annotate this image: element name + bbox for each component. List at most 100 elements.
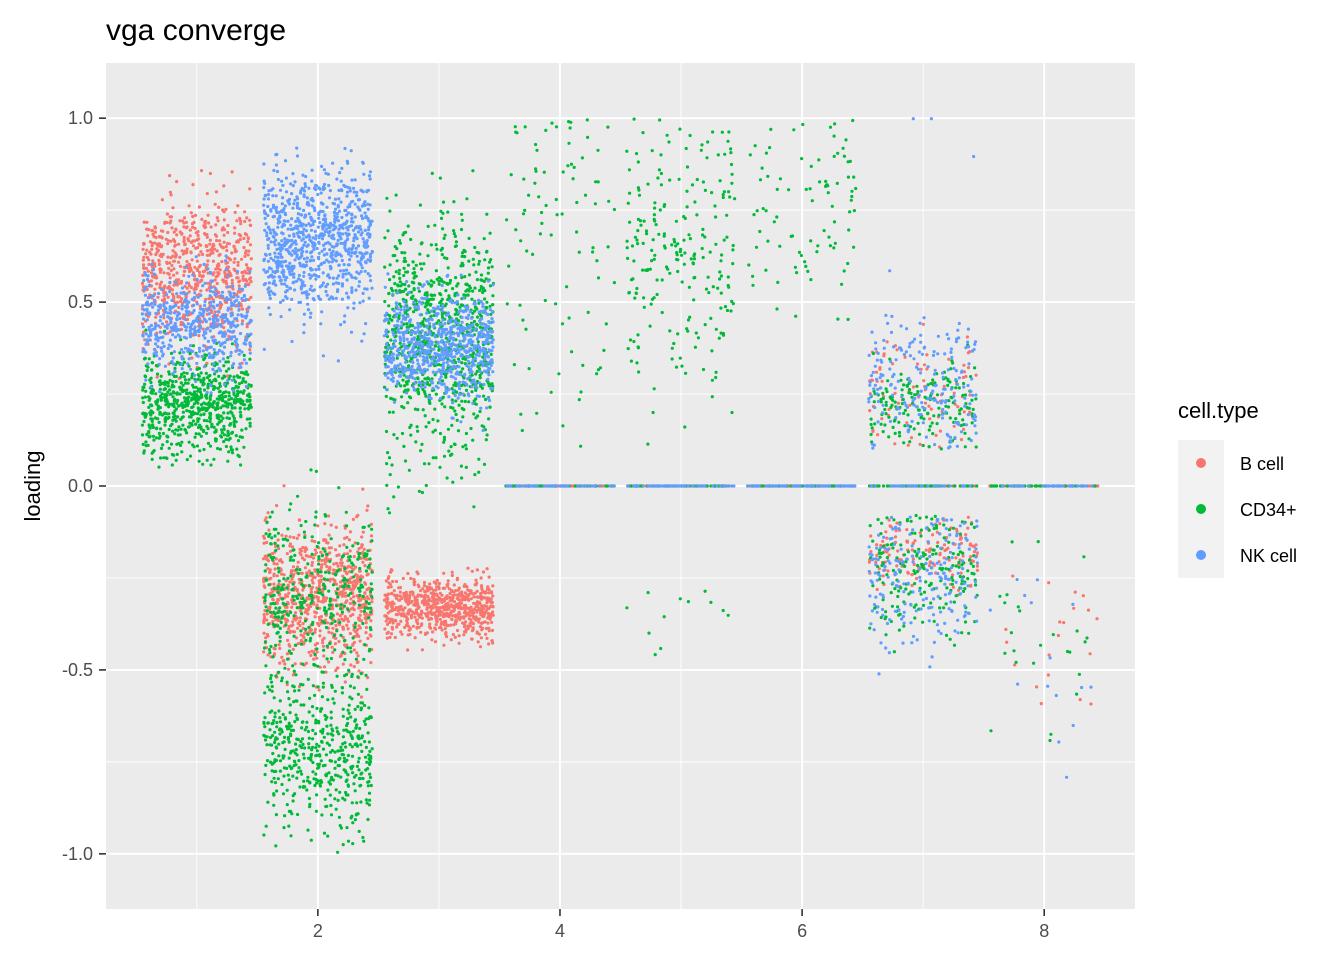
data-point <box>281 754 285 758</box>
data-point <box>197 417 201 421</box>
data-point <box>952 424 956 428</box>
data-point <box>274 736 278 740</box>
data-point <box>276 624 280 628</box>
data-point <box>267 528 271 532</box>
data-point <box>185 396 190 401</box>
data-point <box>289 834 293 838</box>
data-point <box>453 604 457 608</box>
data-point <box>155 250 159 254</box>
data-point <box>275 720 279 725</box>
data-point <box>454 622 458 626</box>
data-point <box>881 574 885 578</box>
data-point <box>337 553 341 557</box>
data-point <box>483 620 487 624</box>
data-point <box>246 253 250 257</box>
data-point <box>220 227 224 231</box>
data-point <box>165 212 169 216</box>
data-point <box>453 409 457 413</box>
data-point <box>341 843 345 847</box>
data-point <box>471 628 475 632</box>
data-point <box>388 278 392 282</box>
data-point <box>386 630 390 635</box>
data-point <box>276 538 280 542</box>
data-point <box>229 274 233 278</box>
data-point <box>462 625 467 629</box>
data-point <box>938 429 943 433</box>
data-point <box>445 635 449 639</box>
data-point <box>921 322 925 326</box>
data-point <box>187 284 192 288</box>
data-point <box>311 556 315 560</box>
data-point <box>163 398 167 402</box>
data-point <box>351 544 355 548</box>
data-point <box>226 459 230 463</box>
data-point <box>489 590 494 594</box>
data-point <box>172 294 176 299</box>
data-point <box>477 620 481 624</box>
data-point <box>397 586 401 590</box>
data-point <box>263 585 267 590</box>
data-point <box>299 638 303 643</box>
data-point <box>476 414 480 418</box>
data-point <box>395 625 399 629</box>
data-point <box>325 552 329 557</box>
data-point <box>460 594 464 598</box>
data-point <box>366 636 370 641</box>
data-point <box>431 456 435 460</box>
data-point <box>466 566 470 570</box>
data-point <box>489 352 493 356</box>
data-point <box>293 720 297 724</box>
data-point <box>323 549 327 553</box>
data-point <box>183 381 188 385</box>
data-point <box>272 696 276 700</box>
data-point <box>150 228 155 233</box>
data-point <box>310 560 314 565</box>
data-point <box>434 623 438 627</box>
data-point <box>173 366 177 370</box>
data-point <box>895 564 899 568</box>
data-point <box>244 271 249 275</box>
data-point <box>455 628 460 633</box>
data-point <box>292 669 296 673</box>
data-point <box>322 608 326 612</box>
data-point <box>287 740 291 744</box>
data-point <box>193 226 197 230</box>
data-point <box>383 265 387 269</box>
data-point <box>466 624 470 628</box>
data-point <box>222 390 226 395</box>
data-point <box>295 589 299 593</box>
data-point <box>333 572 337 576</box>
data-point <box>359 743 363 747</box>
data-point <box>358 726 362 731</box>
data-point <box>350 735 354 739</box>
data-point <box>366 731 370 735</box>
data-point <box>479 273 484 277</box>
data-point <box>215 281 219 286</box>
data-point <box>406 648 410 652</box>
data-point <box>367 602 371 606</box>
data-point <box>177 425 181 429</box>
data-point <box>185 409 189 413</box>
data-point <box>289 502 293 506</box>
data-point <box>216 219 220 223</box>
data-point <box>280 679 284 683</box>
data-point <box>475 589 479 593</box>
data-point <box>178 230 182 234</box>
data-point <box>486 599 490 603</box>
data-point <box>394 619 398 623</box>
data-point <box>273 781 278 785</box>
data-point <box>235 276 239 280</box>
data-point <box>482 462 487 466</box>
data-point <box>484 596 488 600</box>
data-point <box>271 601 275 606</box>
data-point <box>166 435 170 439</box>
data-point <box>340 610 344 614</box>
data-point <box>280 610 284 614</box>
data-point <box>239 257 244 261</box>
data-point <box>240 307 245 311</box>
data-point <box>368 557 372 561</box>
data-point <box>155 282 159 286</box>
data-point <box>301 683 305 687</box>
data-point <box>878 367 882 371</box>
data-point <box>293 553 297 558</box>
